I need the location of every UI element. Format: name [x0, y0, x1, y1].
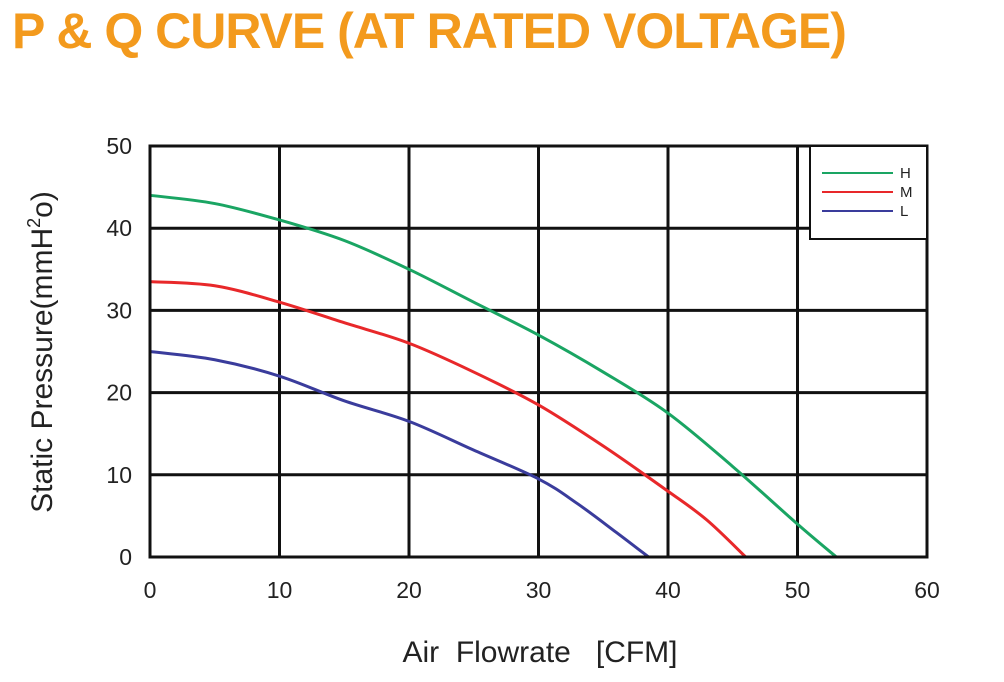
- y-tick-labels: 0 10 20 30 40 50: [106, 133, 132, 570]
- legend-label-m: M: [900, 184, 913, 201]
- x-axis-label: Air Flowrate [CFM]: [402, 636, 677, 669]
- x-tick-label: 20: [396, 577, 422, 603]
- x-tick-label: 30: [526, 577, 552, 603]
- x-tick-label: 40: [655, 577, 681, 603]
- plot-frame: [148, 144, 929, 559]
- series-line-l: [149, 350, 650, 559]
- y-tick-label: 10: [106, 462, 132, 488]
- y-axis-label: Static Pressure(mmH2o): [24, 191, 59, 513]
- chart-title: P & Q CURVE (AT RATED VOLTAGE): [12, 3, 847, 59]
- y-tick-label: 20: [106, 380, 132, 406]
- y-tick-label: 50: [106, 133, 132, 159]
- y-tick-label: 40: [106, 215, 132, 241]
- legend-label-l: L: [900, 203, 908, 220]
- x-tick-labels: 0 10 20 30 40 50 60: [144, 577, 940, 603]
- y-axis-label-end: o): [26, 191, 59, 218]
- x-tick-label: 10: [267, 577, 293, 603]
- y-axis-label-main: Static Pressure(mmH: [26, 228, 59, 513]
- series-line-m: [149, 280, 747, 559]
- series-line-h: [149, 193, 838, 559]
- y-tick-label: 0: [119, 544, 132, 570]
- legend: HML: [809, 145, 928, 240]
- x-tick-label: 50: [785, 577, 811, 603]
- legend-label-h: H: [900, 165, 911, 182]
- x-tick-label: 0: [144, 577, 157, 603]
- series-lines: [149, 193, 838, 559]
- y-tick-label: 30: [106, 297, 132, 323]
- y-axis-label-sup: 2: [24, 218, 44, 228]
- x-tick-label: 60: [914, 577, 940, 603]
